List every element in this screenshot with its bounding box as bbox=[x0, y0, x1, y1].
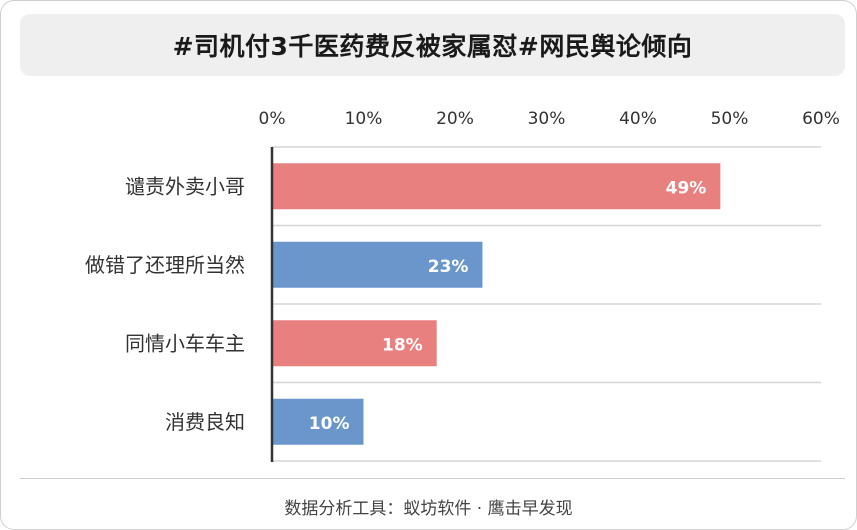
x-tick-label: 60% bbox=[802, 109, 840, 129]
x-tick-label: 20% bbox=[436, 109, 474, 129]
x-tick-label: 50% bbox=[711, 109, 749, 129]
x-tick-label: 40% bbox=[619, 109, 657, 129]
category-label: 消费良知 bbox=[165, 410, 245, 434]
bar bbox=[272, 241, 483, 288]
x-tick-label: 10% bbox=[345, 109, 383, 129]
bar-value-label: 10% bbox=[309, 414, 350, 434]
footer-divider bbox=[20, 478, 845, 479]
bar-value-label: 23% bbox=[428, 257, 469, 277]
footer-credit: 数据分析工具：蚁坊软件 · 鹰击早发现 bbox=[284, 499, 573, 519]
title-bar: #司机付3千医药费反被家属怼#网民舆论倾向 bbox=[20, 14, 845, 76]
bar-value-label: 18% bbox=[382, 335, 423, 355]
bar-value-label: 49% bbox=[666, 178, 707, 198]
chart-title: #司机付3千医药费反被家属怼#网民舆论倾向 bbox=[172, 32, 693, 61]
x-tick-label: 0% bbox=[259, 109, 286, 129]
category-label: 同情小车车主 bbox=[125, 331, 245, 355]
x-tick-label: 30% bbox=[528, 109, 566, 129]
bar bbox=[272, 163, 721, 210]
bar bbox=[272, 398, 364, 445]
category-label: 谴责外卖小哥 bbox=[125, 174, 245, 198]
bar bbox=[272, 320, 437, 367]
category-label: 做错了还理所当然 bbox=[85, 253, 245, 277]
